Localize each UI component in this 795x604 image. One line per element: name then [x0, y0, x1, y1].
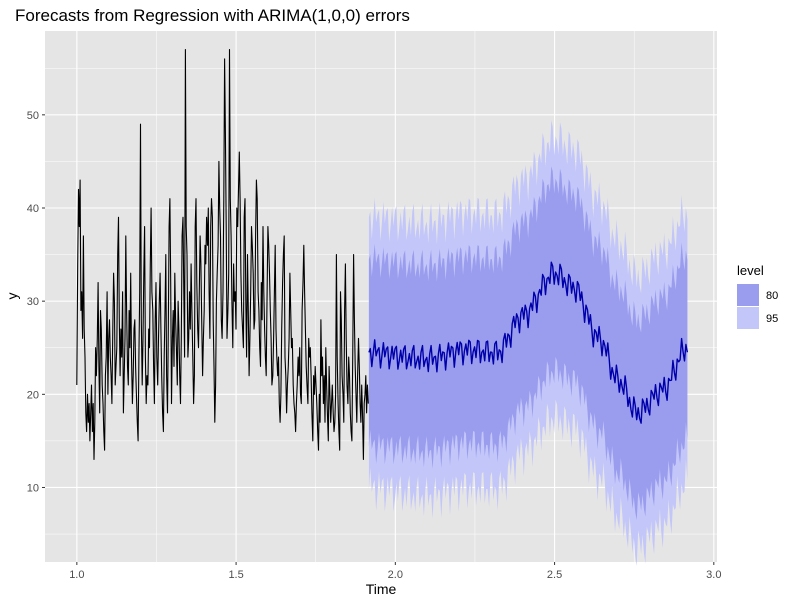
y-tick-label: 30: [27, 296, 39, 308]
x-tick-label: 1.0: [69, 569, 84, 581]
prediction-intervals: [368, 120, 688, 566]
x-axis-title: Time: [366, 581, 397, 597]
y-tick-label: 40: [27, 203, 39, 215]
legend: level 80 95: [737, 263, 778, 329]
x-tick-label: 3.0: [706, 569, 721, 581]
gridlines: [45, 31, 717, 562]
chart-title: Forecasts from Regression with ARIMA(1,0…: [15, 6, 410, 25]
legend-title: level: [737, 263, 764, 278]
x-tick-label: 2.0: [388, 569, 403, 581]
y-tick-label: 20: [27, 389, 39, 401]
y-axis-title: y: [4, 293, 20, 300]
x-tick-label: 2.5: [547, 569, 562, 581]
series-lines: [76, 49, 689, 461]
legend-label-80: 80: [766, 290, 778, 302]
legend-label-95: 95: [766, 313, 778, 325]
x-tick-label: 1.5: [228, 569, 243, 581]
y-tick-label: 10: [27, 482, 39, 494]
legend-swatch-95: [737, 307, 759, 329]
x-axis: 1.0 1.5 2.0 2.5 3.0: [69, 562, 721, 581]
legend-swatch-80: [737, 284, 759, 306]
y-tick-label: 50: [27, 110, 39, 122]
y-axis: 10 20 30 40 50: [27, 110, 45, 494]
band-80: [368, 166, 688, 521]
observed-series-line: [76, 49, 369, 461]
forecast-mean-line: [368, 261, 689, 424]
